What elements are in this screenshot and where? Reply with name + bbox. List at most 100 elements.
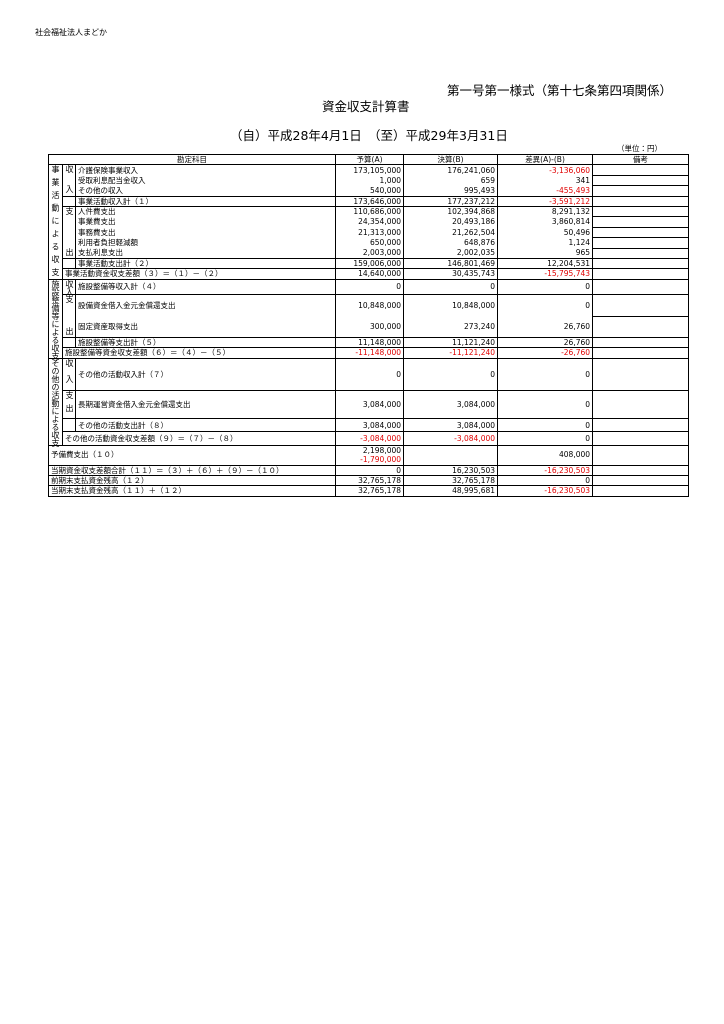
diff-cell: 0 xyxy=(497,357,594,391)
diff: -15,795,743 xyxy=(544,269,591,279)
group-label: 支出 xyxy=(65,206,74,256)
budget: 11,148,000 xyxy=(358,337,402,347)
row: 事務費支出 21,313,000 21,262,504 50,496 xyxy=(49,226,690,239)
budget: 21,313,000 xyxy=(358,227,402,237)
item: 人件費支出 xyxy=(74,205,337,217)
diff: 0 xyxy=(585,475,591,485)
remarks-cell xyxy=(592,164,690,176)
budget-cell: 300,000 xyxy=(335,316,405,338)
remarks-cell xyxy=(592,357,690,391)
actual-cell: 10,848,000 xyxy=(403,293,499,317)
actual: 32,765,178 xyxy=(452,475,496,485)
actual: 48,995,681 xyxy=(452,486,496,496)
actual-cell: 11,121,240 xyxy=(403,336,499,349)
actual: 3,084,000 xyxy=(456,420,496,430)
diff: 408,000 xyxy=(559,450,591,460)
actual: 2,002,035 xyxy=(456,248,496,258)
budget: 173,105,000 xyxy=(353,165,402,175)
actual: -11,121,240 xyxy=(449,348,496,358)
diff: 0 xyxy=(585,433,591,443)
budget: 540,000 xyxy=(370,185,402,195)
row: 事業費支出 24,354,000 20,493,186 3,860,814 xyxy=(49,216,690,228)
diff-cell: -26,760 xyxy=(497,347,594,359)
blank-cell xyxy=(62,418,76,433)
row: その他の活動支出計（８） 3,084,000 3,084,000 0 xyxy=(49,418,690,433)
group-label-cell: 収入 xyxy=(62,357,76,391)
actual: 273,240 xyxy=(464,322,496,332)
period: （自）平成28年4月1日 （至）平成29年3月31日 xyxy=(230,128,508,143)
actual-cell: 176,241,060 xyxy=(403,164,499,176)
group-label: 支出 xyxy=(65,294,74,335)
diff: -455,493 xyxy=(556,185,591,195)
item: 事業費支出 xyxy=(74,216,337,228)
budget: 1,000 xyxy=(379,175,402,185)
actual: 20,493,186 xyxy=(452,217,496,227)
diff: 26,760 xyxy=(563,322,591,332)
group-label-cell: 支出 xyxy=(62,293,76,338)
budget: 159,006,000 xyxy=(353,258,402,268)
form-number: 第一号第一様式（第十七条第四項関係） xyxy=(447,83,673,98)
budget-cell: 14,640,000 xyxy=(335,268,405,280)
item: 支払利息支出 xyxy=(74,248,337,259)
column-header: 勘定科目 xyxy=(47,153,337,166)
section-label-cell: 事業活動による収支 xyxy=(48,164,63,280)
item: 事務費支出 xyxy=(74,227,337,238)
item: その他の活動支出計（８） xyxy=(74,418,337,433)
diff-cell: 8,291,132 xyxy=(497,205,594,217)
diff-cell: -15,795,743 xyxy=(497,268,594,280)
item: 当期資金収支差額合計（１１）＝（３）＋（６）＋（９）－（１０） xyxy=(47,464,337,476)
group-label: 収入 xyxy=(65,358,74,383)
diff-cell: 0 xyxy=(497,293,594,317)
diff-cell: 3,860,814 xyxy=(497,216,594,228)
diff: 8,291,132 xyxy=(551,207,591,217)
diff-cell: 26,760 xyxy=(497,336,594,349)
actual-cell: 273,240 xyxy=(403,316,499,338)
row: 施設整備等支出計（５） 11,148,000 11,121,240 26,760 xyxy=(49,336,690,349)
budget: 173,646,000 xyxy=(353,196,402,206)
budget-cell: 32,765,178 xyxy=(335,485,405,497)
budget-cell: 0 xyxy=(335,464,405,476)
diff: 341 xyxy=(575,175,591,185)
budget: 3,084,000 xyxy=(362,399,402,409)
remarks-cell xyxy=(592,336,690,349)
budget-cell: 173,646,000 xyxy=(335,195,405,208)
diff-cell: 965 xyxy=(497,248,594,259)
actual: 11,121,240 xyxy=(452,337,496,347)
item: 介護保険事業収入 xyxy=(74,164,337,176)
row: 事業活動による収支 収入 介護保険事業収入 173,105,000 176,241,06… xyxy=(48,164,690,280)
budget-cell: 2,198,000 -1,790,000 xyxy=(335,444,405,466)
remarks-cell xyxy=(592,485,690,497)
diff-cell: 50,496 xyxy=(497,227,594,238)
diff: -3,136,060 xyxy=(549,165,591,175)
organization: 社会福祉法人まどか xyxy=(35,28,107,37)
diff: 12,204,531 xyxy=(547,258,591,268)
column-header: 備考 xyxy=(592,153,690,166)
document-title: 資金収支計算書 xyxy=(322,99,410,114)
diff-cell: -3,136,060 xyxy=(497,164,594,176)
row: 支払利息支出 2,003,000 2,002,035 965 xyxy=(49,247,690,259)
diff-cell: 0 xyxy=(497,389,594,420)
remarks-cell xyxy=(592,205,690,218)
column-header: 予算(A) xyxy=(335,153,405,166)
budget: -3,084,000 xyxy=(360,433,402,443)
actual-cell: 648,876 xyxy=(403,237,499,249)
column-header: 差異(A)-(B) xyxy=(497,153,594,166)
item: 事業活動支出計（２） xyxy=(74,257,337,270)
budget-cell: 32,765,178 xyxy=(335,474,405,487)
actual: 995,493 xyxy=(464,185,496,195)
budget: 32,765,178 xyxy=(358,486,402,496)
actual-cell: 0 xyxy=(403,278,499,295)
row: 支出 設備資金借入金元金償還支出 10,848,000 10,848,000 0 xyxy=(49,293,690,338)
diff: 3,860,814 xyxy=(551,217,591,227)
actual-cell: 48,995,681 xyxy=(403,485,499,497)
row: 利用者負担軽減額 650,000 648,876 1,124 xyxy=(49,237,690,249)
budget: 2,003,000 xyxy=(362,248,402,258)
budget: 10,848,000 xyxy=(358,301,402,311)
actual: 177,237,212 xyxy=(447,196,496,206)
actual-cell: 16,230,503 xyxy=(403,464,499,476)
budget-cell: -11,148,000 xyxy=(335,347,405,359)
group-label-cell: 収入 xyxy=(62,278,76,296)
actual: 16,230,503 xyxy=(452,465,496,475)
remarks-cell xyxy=(592,278,690,295)
diff: 0 xyxy=(585,282,591,292)
